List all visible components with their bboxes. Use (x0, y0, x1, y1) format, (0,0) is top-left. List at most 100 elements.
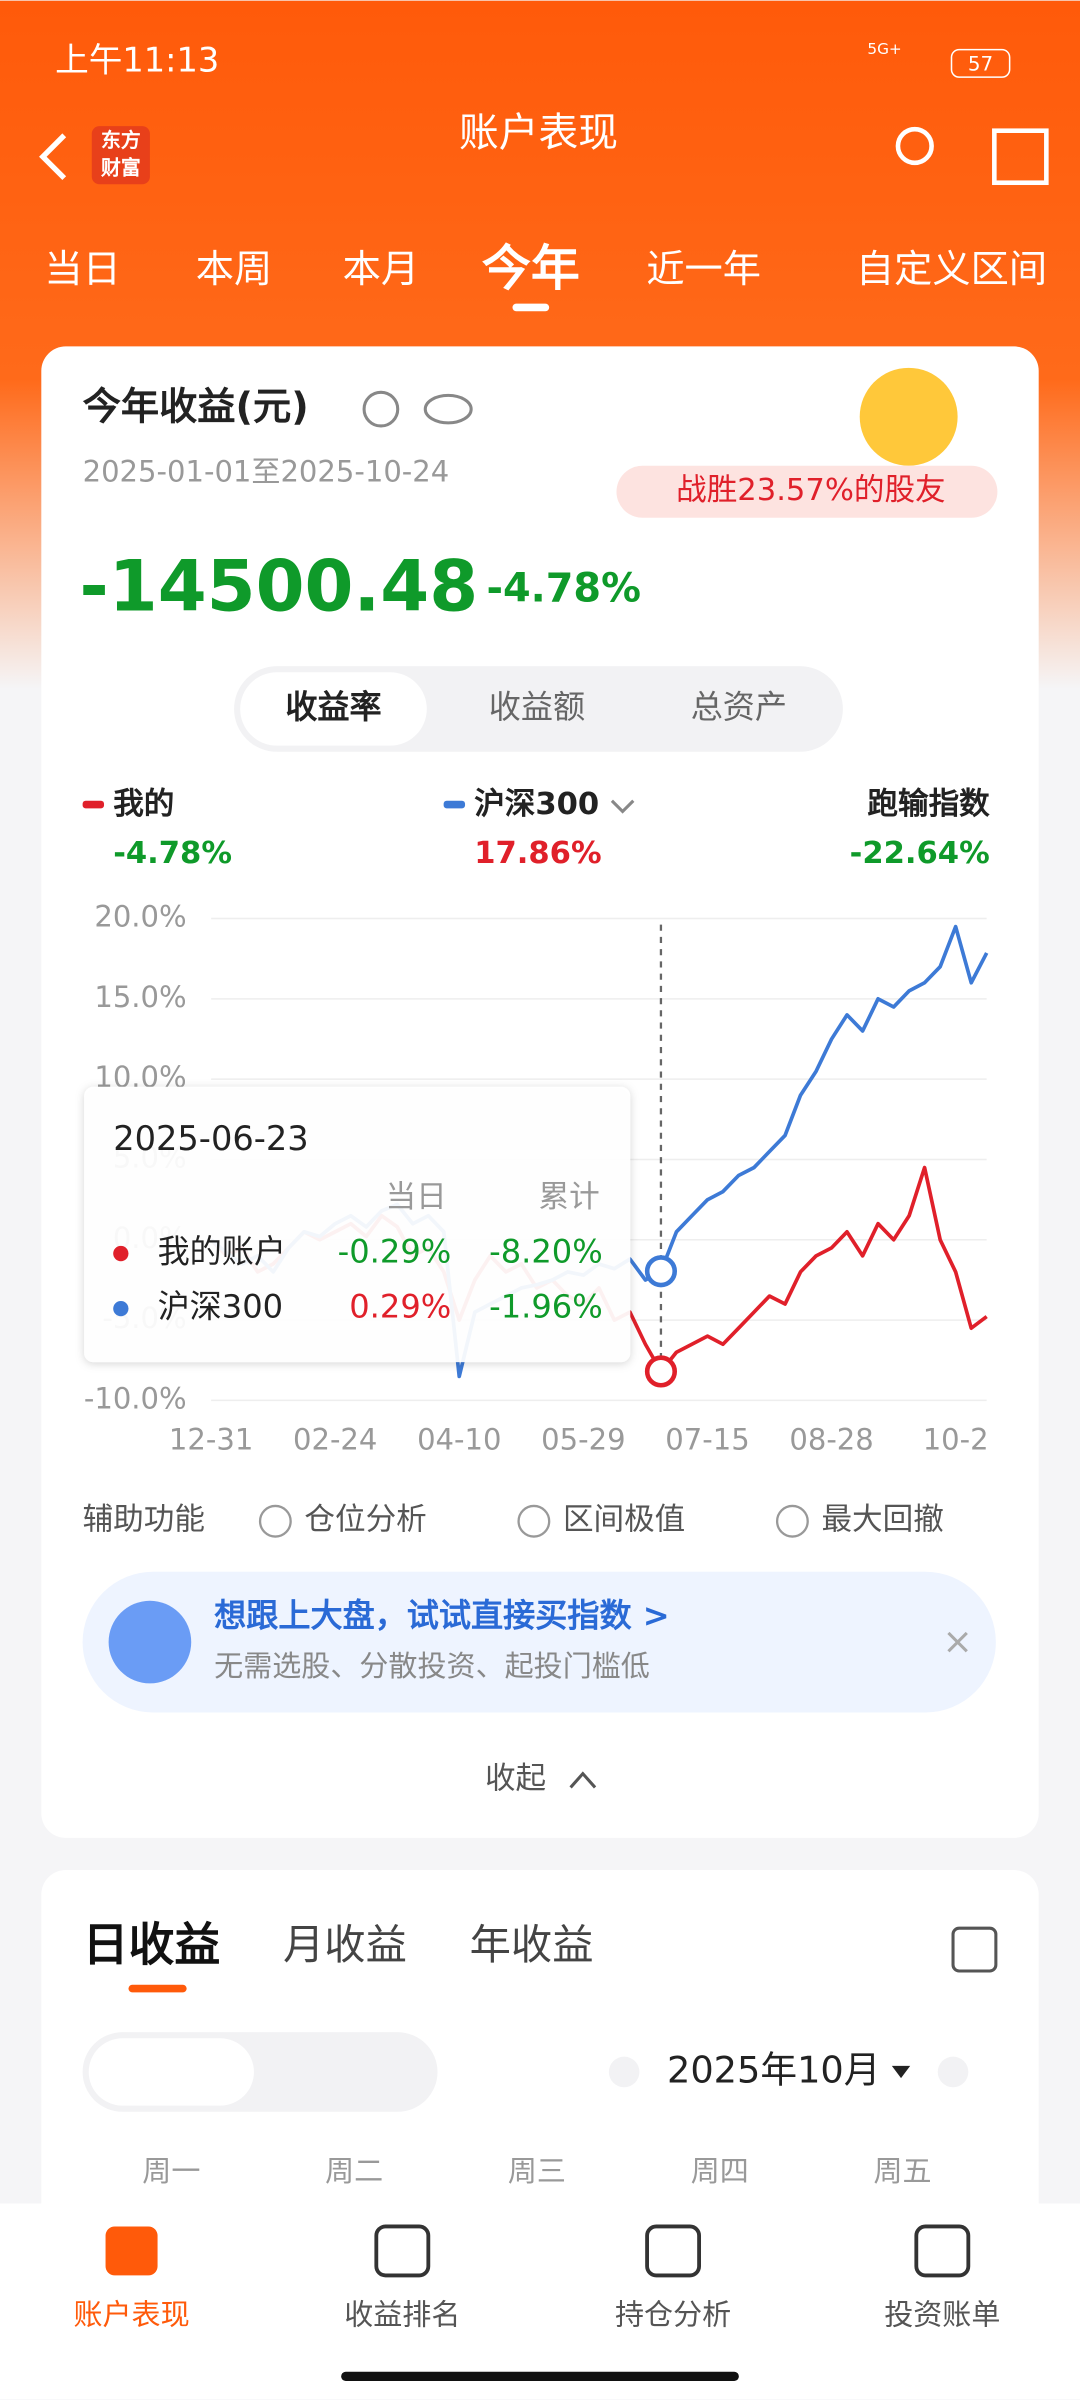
close[interactable] (947, 1631, 968, 1653)
segment-item[interactable]: 收益率 (285, 688, 381, 726)
comparison-value: -22.64% (850, 836, 990, 871)
aux-option[interactable]: 区间极值 (563, 1503, 685, 1538)
tab[interactable]: 今年 (482, 240, 580, 297)
daily-tab[interactable]: 月收益 (283, 1921, 407, 1969)
tooltip-value: 0.29% (349, 1288, 451, 1326)
info-icon[interactable] (362, 390, 400, 428)
segment-item[interactable]: 收益额 (489, 688, 585, 726)
daily-card (41, 1870, 1039, 2268)
nav-item[interactable]: 投资账单 (884, 2298, 1000, 2332)
legend-name: 我的 (113, 787, 174, 822)
promo-subtitle: 无需选股、分散投资、起投门槛低 (214, 1649, 650, 1683)
logo-text: 财富 (101, 156, 141, 179)
tab[interactable]: 近一年 (646, 248, 761, 292)
legend-value: 17.86% (474, 836, 601, 871)
tab[interactable]: 自定义区间 (856, 248, 1047, 292)
collapse-arrow (569, 1771, 597, 1789)
logo-text: 东方 (101, 129, 141, 152)
aux-label: 辅助功能 (83, 1503, 205, 1538)
crosshair-point (644, 1255, 678, 1288)
amount: -14500.48 (80, 546, 479, 628)
tab[interactable]: 当日 (44, 248, 120, 292)
home-indicator (341, 2371, 739, 2381)
tooltip-value: -1.96% (489, 1288, 603, 1326)
user-icon[interactable] (895, 126, 934, 166)
y-tick-label: 15.0% (94, 980, 186, 1014)
tooltip-dot (113, 1300, 129, 1317)
back[interactable] (39, 133, 67, 181)
nav-item[interactable]: 持仓分析 (615, 2298, 731, 2332)
crosshair-point (644, 1355, 678, 1388)
month-drop (891, 2065, 911, 2079)
tab[interactable]: 本周 (196, 248, 272, 292)
eye-icon[interactable] (423, 393, 473, 425)
comparison-label: 跑输指数 (867, 787, 990, 822)
battery: 57 (968, 52, 993, 75)
summary-title: 今年收益(元) (83, 386, 309, 430)
export[interactable] (951, 1926, 998, 1973)
radio[interactable] (258, 1504, 292, 1538)
x-tick-label: 10-2 (923, 1423, 989, 1457)
tooltip-col: 当日 (386, 1180, 447, 1215)
y-tick-label: 20.0% (94, 900, 186, 934)
tab[interactable]: 本月 (343, 248, 419, 292)
aux-option[interactable]: 最大回撤 (821, 1503, 943, 1538)
tooltip-value: -0.29% (338, 1233, 452, 1271)
y-tick-label: -10.0% (84, 1381, 187, 1415)
time: 上午11:13 (55, 40, 219, 79)
radio[interactable] (517, 1504, 551, 1538)
tabs: 当日 本周 本月 今年 近一年 自定义区间 (44, 240, 1047, 312)
network: 5G+ (867, 40, 901, 58)
nav-icon (105, 2226, 158, 2276)
segment-active (240, 672, 427, 746)
tooltip-dot (113, 1245, 129, 1262)
legend-value: -4.78% (113, 836, 232, 871)
tooltip-col: 累计 (538, 1180, 599, 1215)
x-tick-label: 12-31 (169, 1423, 253, 1457)
status-bar: 上午11:13 5G+ 57 (55, 40, 1011, 79)
segment-item[interactable]: 总资产 (691, 688, 787, 726)
daily-tab[interactable]: 年收益 (470, 1921, 594, 1969)
badge (616, 465, 998, 518)
next[interactable] (937, 2056, 969, 2088)
weekday: 周三 (508, 2154, 566, 2188)
tooltip-name: 沪深300 (158, 1288, 284, 1326)
month[interactable]: 2025年10月 (667, 2048, 881, 2091)
nav-icon (914, 2224, 971, 2278)
prev[interactable] (608, 2056, 640, 2088)
percent: -4.78% (486, 566, 640, 612)
battery-icon (950, 48, 1011, 78)
tooltip-name: 我的账户 (158, 1233, 286, 1271)
mascot (859, 367, 958, 466)
weekday: 周四 (691, 2154, 749, 2188)
collapse[interactable]: 收起 (485, 1761, 546, 1796)
x-tick-label: 02-24 (293, 1423, 377, 1457)
radio[interactable] (775, 1504, 809, 1538)
share-icon[interactable] (992, 128, 1049, 186)
weekday: 周一 (142, 2154, 200, 2188)
x-tick-label: 05-29 (541, 1423, 625, 1457)
tooltip-date: 2025-06-23 (113, 1119, 309, 1158)
nav-icon (374, 2224, 431, 2278)
toggle-active (88, 2038, 254, 2106)
segment-items: 收益率 收益额 总资产 (240, 672, 787, 746)
promo-title: 想跟上大盘，试试直接买指数 > (214, 1597, 670, 1635)
tooltip-value: -8.20% (489, 1233, 603, 1271)
daily-tab[interactable]: 日收益 (83, 1918, 221, 1972)
nav-item[interactable]: 收益排名 (344, 2298, 460, 2332)
daily-indicator (128, 1984, 187, 1993)
aux-option[interactable]: 仓位分析 (304, 1503, 426, 1538)
promo[interactable] (82, 1571, 996, 1713)
nav-bar (0, 2203, 1080, 2400)
nav-item[interactable]: 账户表现 (73, 2298, 189, 2332)
legend-name: 沪深300 (474, 787, 599, 822)
promo-icon (108, 1600, 192, 1684)
x-tick-label: 08-28 (789, 1423, 873, 1457)
legend-swatch (443, 800, 466, 809)
page-title: 账户表现 (459, 110, 618, 156)
tab-indicator (512, 303, 550, 312)
tooltip (84, 1086, 631, 1363)
chart: 我的 -4.78% 沪深300 17.86% 跑输指数 -22.64% 20.0% 15.0%… (82, 787, 990, 1457)
